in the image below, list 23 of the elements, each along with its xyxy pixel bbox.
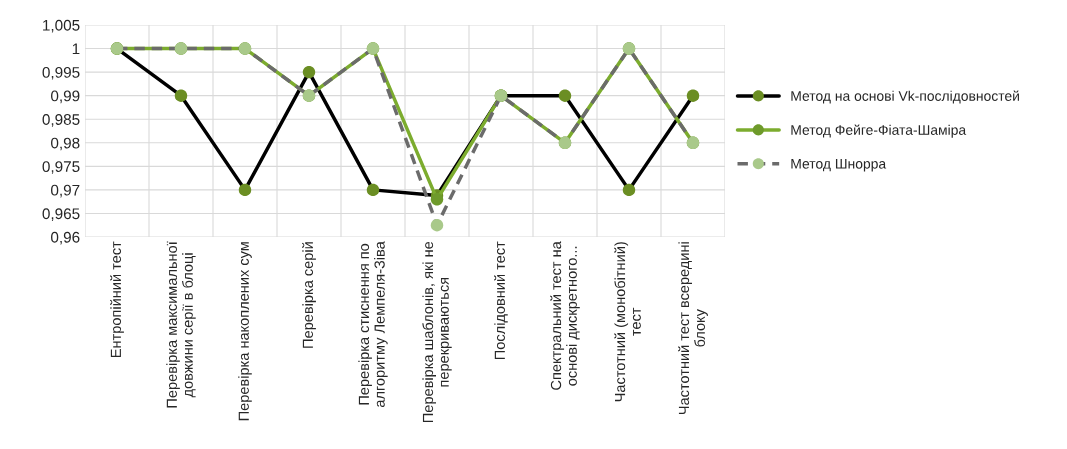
x-tick-label: Перевірка шаблонів, які не перекриваються: [422, 241, 452, 422]
y-tick-label: 1: [72, 43, 80, 55]
x-tick-label: Послідовний тест: [494, 241, 508, 360]
y-tick-label: 0,985: [42, 114, 80, 127]
y-tick-label: 0,965: [42, 208, 80, 221]
x-tick-label: Спектральний тест на основі дискретного...: [550, 241, 580, 390]
legend-label: Метод Фейге-Фіата-Шаміра: [791, 124, 967, 138]
x-tick-label: Перевірка стиснення по алгоритму Лемпеля-Зіва: [358, 241, 388, 408]
legend-label: Метод на основі Vk-послідовностей: [791, 90, 1019, 104]
y-tick-label: 0,96: [51, 231, 80, 245]
x-tick-label: Перевірка серій: [302, 242, 316, 348]
x-tick-label: Частотний тест всередині блоку: [678, 242, 708, 415]
y-tick-label: 1,005: [43, 19, 80, 33]
x-tick-label: Перевірка максимальної довжини серії в блоці: [166, 241, 196, 408]
legend-label: Метод Шнорра: [791, 159, 887, 172]
y-tick-label: 0,975: [42, 161, 80, 174]
x-tick-label: Частотний (монобітний) тест: [614, 242, 641, 402]
y-tick-label: 0,98: [51, 137, 80, 151]
x-tick-label: Ентропійний тест: [110, 241, 124, 357]
y-tick-label: 0,97: [51, 184, 80, 198]
y-tick-label: 0,99: [51, 90, 80, 104]
y-tick-label: 0,995: [42, 66, 80, 80]
x-tick-label: Перевірка накоплених сум: [238, 242, 252, 421]
